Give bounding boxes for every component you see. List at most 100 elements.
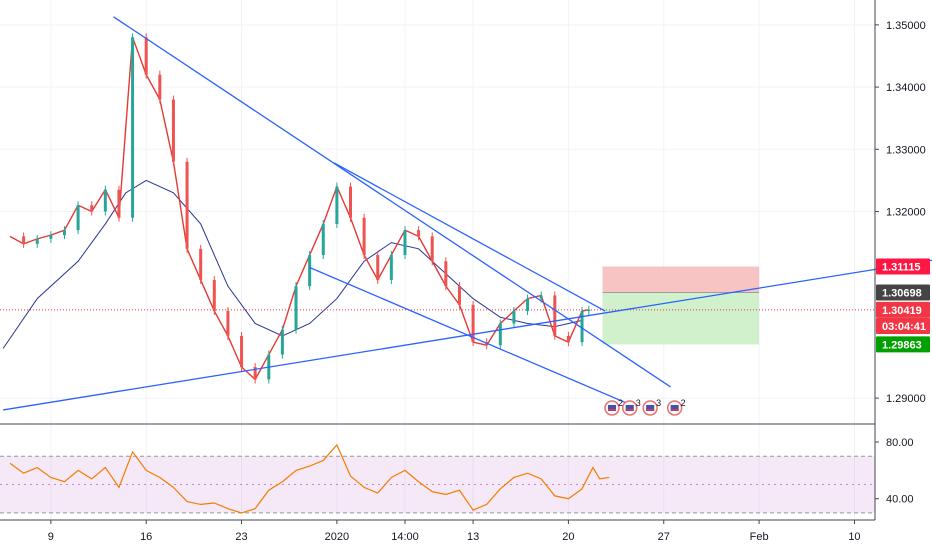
time-axis-label: 20 (562, 531, 574, 543)
candle-body (185, 161, 189, 249)
candle-body (103, 189, 107, 212)
price-series-layer (0, 33, 875, 384)
candle-body (349, 186, 352, 218)
time-axis-label: Feb (750, 531, 769, 543)
upper-resistance-line[interactable] (113, 16, 671, 388)
rsi-line (9, 443, 610, 514)
time-axis-label: 9 (48, 531, 54, 543)
price-badge-label: 1.30419 (882, 305, 922, 317)
candle-body (240, 335, 244, 368)
candle-body (403, 230, 407, 256)
candle-body (587, 309, 591, 312)
price-axis-label: 1.34000 (886, 82, 926, 94)
price-badge (876, 336, 930, 353)
flag-icon-stripe (670, 409, 679, 411)
position-zones[interactable] (602, 266, 760, 345)
price-badge-label: 1.29863 (882, 339, 922, 351)
candle-body (280, 329, 284, 355)
candle-body (444, 261, 448, 287)
candle-body (321, 223, 325, 256)
candle-body (76, 205, 80, 231)
candle-body (566, 335, 570, 343)
short-descending-line[interactable] (333, 162, 606, 312)
candle-body (90, 205, 94, 212)
price-badge-label: 1.31115 (882, 262, 921, 274)
flag-icon-stripe (646, 409, 655, 411)
grid-layer (0, 0, 875, 520)
event-count-label: 3 (636, 398, 641, 408)
trendline-layer[interactable] (3, 16, 932, 411)
flag-icon-canton (646, 405, 655, 411)
candle-body (498, 323, 502, 346)
event-markers[interactable]: 2 3 3 2 (604, 398, 686, 416)
time-axis-label: 23 (235, 531, 247, 543)
time-axis-label: 2020 (325, 531, 349, 543)
event-marker[interactable]: 3 (642, 398, 661, 416)
price-axis-label: 1.29000 (886, 393, 926, 405)
time-axis-label: 27 (658, 531, 670, 543)
candle-body (335, 186, 339, 224)
flag-icon-canton (625, 405, 634, 411)
candle-body (553, 295, 557, 336)
candle-body (62, 230, 66, 236)
candle-body (580, 311, 584, 343)
candle-body (226, 311, 230, 336)
candle-body (539, 295, 543, 299)
candle-body (212, 279, 216, 312)
candle-body (376, 255, 380, 280)
candle-body (199, 248, 203, 280)
event-marker[interactable]: 2 (604, 398, 623, 416)
candle-body (471, 304, 475, 343)
candle-body (389, 255, 393, 280)
flag-icon-stripe (608, 409, 617, 411)
event-count-label: 3 (656, 398, 661, 408)
candle-body (417, 230, 421, 237)
flag-icon-stripe (625, 409, 634, 411)
candle-body (430, 236, 434, 262)
event-marker[interactable]: 2 (666, 398, 686, 416)
candle-body (362, 217, 366, 256)
flag-icon-canton (608, 405, 617, 411)
event-count-label: 2 (618, 398, 623, 408)
candle-body (131, 37, 135, 218)
lower-descending-line[interactable] (309, 266, 633, 407)
candle-body (457, 286, 461, 305)
price-badge (876, 301, 930, 318)
price-badge (876, 258, 930, 275)
time-axis-label: 14:00 (391, 531, 419, 543)
candle-body (49, 235, 53, 239)
event-marker[interactable]: 3 (621, 398, 641, 416)
candle-body (308, 255, 312, 287)
time-axis-label: 10 (848, 531, 860, 543)
rsi-axis-label: 80.00 (886, 437, 914, 449)
candle-body (22, 236, 26, 244)
price-badge-label: 03:04:41 (882, 321, 926, 333)
stop-loss-zone[interactable] (602, 266, 760, 293)
candle-body (117, 189, 121, 218)
price-line (9, 37, 589, 381)
candle-body (512, 311, 516, 324)
candle-body (144, 37, 148, 75)
rising-support-line[interactable] (3, 256, 932, 411)
time-axis-label: 16 (140, 531, 152, 543)
rsi-pane (0, 443, 875, 514)
price-badge (876, 317, 930, 334)
rsi-axis-label: 40.00 (886, 494, 914, 506)
axes-layer: 1.35000 1.34000 1.33000 1.32000 1.29000 80.00… (0, 0, 930, 543)
candle-body (158, 74, 162, 100)
price-axis-label: 1.35000 (886, 20, 926, 32)
flag-icon-canton (670, 405, 679, 411)
price-axis-label: 1.32000 (886, 207, 926, 219)
time-axis-label: 13 (467, 531, 479, 543)
candle-body (171, 99, 175, 162)
price-badge (876, 284, 930, 301)
candle-body (35, 238, 39, 244)
price-axis-label: 1.33000 (886, 144, 926, 156)
moving-average-line (2, 179, 583, 349)
price-badge-label: 1.30698 (882, 287, 922, 299)
event-count-label: 2 (681, 398, 686, 408)
candle-body (294, 286, 298, 330)
candle-body (526, 298, 530, 312)
